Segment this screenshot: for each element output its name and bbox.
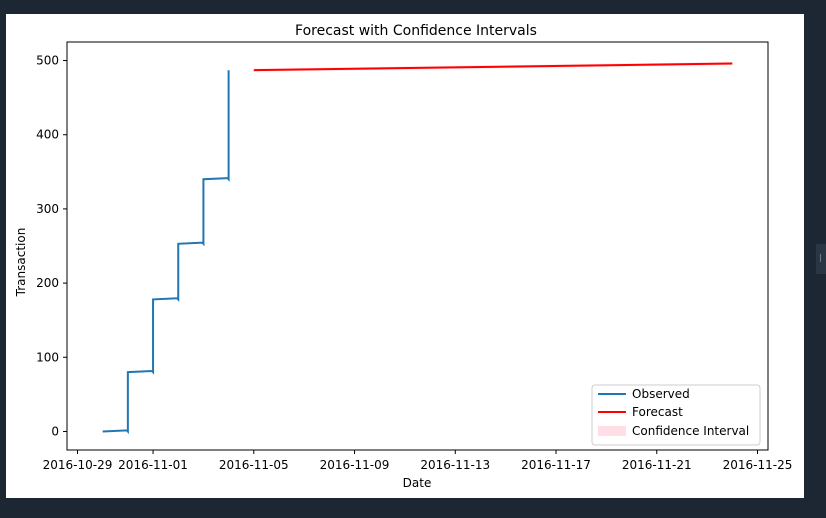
y-tick-label: 200 <box>36 276 59 290</box>
figure-canvas: Forecast with Confidence Intervals 2016-… <box>6 14 804 498</box>
y-tick-label: 400 <box>36 128 59 142</box>
scrollbar-handle[interactable] <box>816 244 826 274</box>
x-axis-label: Date <box>403 476 432 490</box>
y-tick-label: 100 <box>36 350 59 364</box>
y-tick-label: 300 <box>36 202 59 216</box>
x-tick-label: 2016-11-13 <box>420 458 490 472</box>
x-tick-label: 2016-11-21 <box>622 458 692 472</box>
observed-line <box>102 70 230 435</box>
x-tick-label: 2016-11-25 <box>723 458 793 472</box>
y-tick-label: 500 <box>36 54 59 68</box>
chart-title: Forecast with Confidence Intervals <box>295 23 537 39</box>
legend-box <box>591 384 761 446</box>
x-tick-label: 2016-11-17 <box>521 458 591 472</box>
x-tick-label: 2016-11-05 <box>219 458 289 472</box>
x-tick-label: 2016-10-29 <box>43 458 113 472</box>
legend: Observed Forecast Confidence Interval <box>591 384 761 446</box>
legend-confidence-swatch <box>598 426 626 436</box>
forecast-line <box>253 62 733 72</box>
x-tick-label: 2016-11-09 <box>320 458 390 472</box>
scrollbar-grip-icon <box>820 254 821 262</box>
legend-forecast-label: Forecast <box>632 405 683 419</box>
legend-confidence-label: Confidence Interval <box>632 424 749 438</box>
plot-area-frame <box>66 41 769 451</box>
legend-observed-label: Observed <box>632 387 690 401</box>
plot-area-background <box>67 42 768 450</box>
x-tick-label: 2016-11-01 <box>118 458 188 472</box>
forecast-chart: Forecast with Confidence Intervals 2016-… <box>14 23 793 490</box>
y-axis-label: Transaction <box>14 228 28 298</box>
y-tick-label: 0 <box>51 424 59 438</box>
